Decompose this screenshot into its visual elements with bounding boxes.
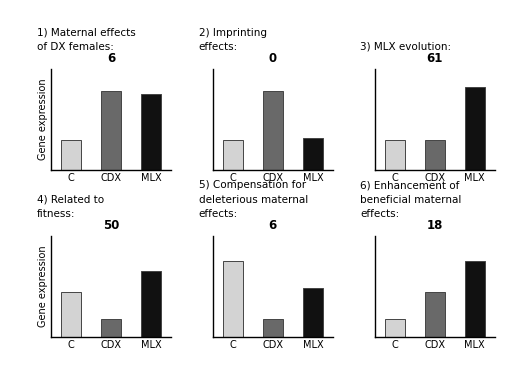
Text: 2) Imprinting: 2) Imprinting — [198, 28, 266, 38]
Bar — [384, 319, 404, 337]
Text: 18: 18 — [426, 219, 442, 232]
Text: 4) Related to: 4) Related to — [37, 195, 103, 205]
Bar — [61, 291, 81, 337]
Bar — [424, 291, 444, 337]
Text: beneficial maternal: beneficial maternal — [360, 195, 461, 205]
Text: deleterious maternal: deleterious maternal — [198, 195, 307, 205]
Bar — [302, 288, 322, 337]
Text: effects:: effects: — [360, 209, 399, 219]
Y-axis label: Gene expression: Gene expression — [38, 79, 48, 160]
Text: 5) Compensation for: 5) Compensation for — [198, 180, 305, 190]
Bar — [222, 261, 242, 337]
Text: of DX females:: of DX females: — [37, 42, 114, 52]
Bar — [464, 261, 484, 337]
Bar — [101, 319, 121, 337]
Text: fitness:: fitness: — [37, 209, 75, 219]
Y-axis label: Gene expression: Gene expression — [38, 246, 48, 327]
Bar — [424, 140, 444, 170]
Text: 61: 61 — [426, 52, 442, 65]
Bar — [140, 94, 161, 170]
Text: 6) Enhancement of: 6) Enhancement of — [360, 180, 459, 190]
Text: 3) MLX evolution:: 3) MLX evolution: — [360, 42, 450, 52]
Text: 0: 0 — [268, 52, 276, 65]
Text: 50: 50 — [103, 219, 119, 232]
Bar — [302, 138, 322, 170]
Text: 6: 6 — [268, 219, 276, 232]
Text: 6: 6 — [106, 52, 115, 65]
Bar — [61, 140, 81, 170]
Bar — [262, 319, 282, 337]
Bar — [140, 271, 161, 337]
Text: 1) Maternal effects: 1) Maternal effects — [37, 28, 135, 38]
Bar — [464, 87, 484, 170]
Bar — [384, 140, 404, 170]
Bar — [101, 91, 121, 170]
Bar — [262, 91, 282, 170]
Text: effects:: effects: — [198, 42, 237, 52]
Bar — [222, 140, 242, 170]
Text: effects:: effects: — [198, 209, 237, 219]
